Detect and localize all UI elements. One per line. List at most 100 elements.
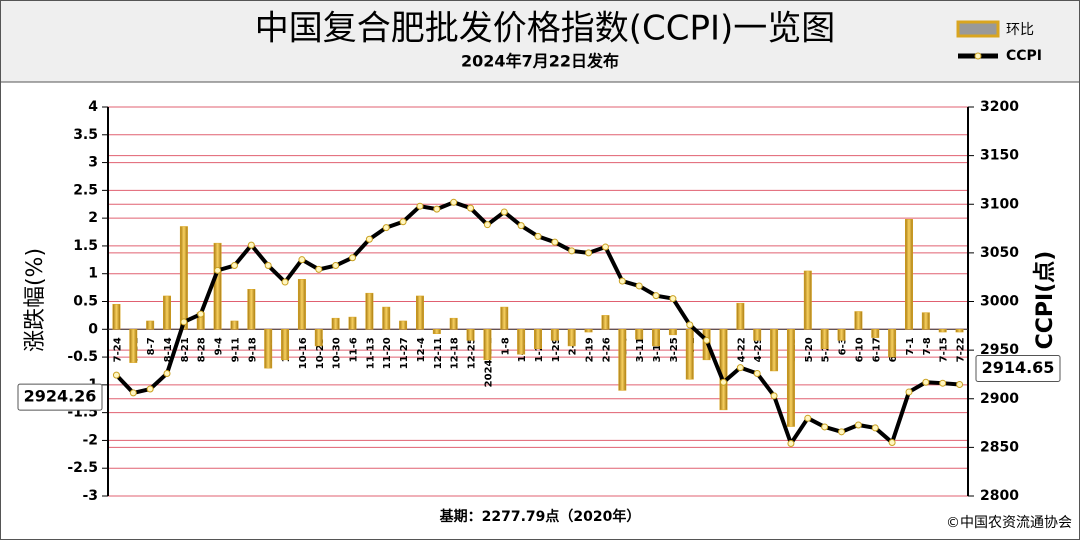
point [618,277,626,285]
bar [365,292,374,330]
bar [635,329,644,340]
point [129,389,137,397]
y2-tick-label: 2900 [980,391,1019,407]
bar [264,329,273,369]
bar [567,329,576,347]
value-label-box [17,383,103,411]
x-tick-label: 10-23 [315,337,326,369]
point [854,421,862,429]
x-tick-label: 5-20 [804,337,815,362]
point [551,238,559,246]
x-tick-label: 7-22 [956,337,967,362]
point [483,221,491,229]
point [264,262,272,270]
legend-swatch [974,52,982,60]
x-tick-label: 9-11 [230,337,241,362]
point [736,364,744,372]
point [939,379,947,387]
bar [955,329,964,333]
point [163,369,171,377]
bar [466,329,475,341]
y-tick-label: 3 [88,155,98,171]
point [568,247,576,255]
x-tick-label: 8-7 [146,337,157,355]
point [635,282,643,290]
point [804,414,812,422]
point [753,369,761,377]
point [888,439,896,447]
y-tick-label: 0.5 [73,294,98,310]
point [281,278,289,286]
y-tick-label: -2.5 [67,460,98,476]
x-tick-label: 7-15 [939,337,950,362]
x-tick-label: 8-14 [163,337,174,362]
point [652,292,660,300]
chart-title: 中国复合肥批发价格指数(CCPI)一览图 [255,9,836,49]
bar [146,320,155,330]
point [382,224,390,232]
point [180,318,188,326]
x-tick-label: 11-13 [365,337,376,369]
legend-label: CCPI [1006,48,1042,64]
source: ©中国农资流通协会 [946,515,1072,531]
value-label-text: 2914.65 [982,358,1055,377]
bar [331,317,340,330]
x-tick-label: 6-17 [871,337,882,362]
point [349,254,357,262]
bar [399,320,408,330]
value-label-text: 2924.26 [24,387,97,406]
bar [179,226,188,330]
bar [854,311,863,330]
x-tick-label: 4-29 [753,337,764,362]
bar [129,329,138,363]
x-tick-label: 7-24 [112,337,123,362]
bar [888,329,897,358]
point [315,265,323,273]
bar [163,295,171,330]
bar [483,329,492,361]
point [450,198,458,206]
x-tick-label: 12-18 [450,337,461,369]
y-tick-label: 2.5 [73,182,98,198]
bar [753,329,762,341]
bar [736,302,745,330]
y2-tick-label: 2800 [980,488,1019,504]
y-tick-label: -3 [82,488,98,504]
x-tick-label: 2-5 [568,337,579,355]
y-label: 涨跌幅(%) [23,248,48,352]
point [669,295,677,303]
y2-tick-label: 3050 [980,245,1019,261]
bar [432,329,441,334]
value-label: 2924.26 [17,383,103,411]
y2-tick-label: 3200 [980,99,1019,115]
bar [550,329,559,341]
point [686,321,694,329]
bar [837,329,846,341]
x-tick-label: 2-26 [601,337,612,362]
x-tick-label: 3-25 [669,337,680,362]
point [214,266,222,274]
bar [534,329,542,349]
point [770,392,778,400]
bar [652,329,660,347]
x-tick-label: 5-27 [821,337,832,362]
y-tick-label: -2 [82,432,98,448]
point [112,371,120,379]
footnote: 基期：2277.79点（2020年） [440,508,641,525]
y-tick-label: -0.5 [67,349,98,365]
bar [719,329,728,411]
bar [786,329,795,427]
legend-swatch [956,20,1000,38]
x-tick-label: 2-19 [585,337,596,362]
point [433,205,441,213]
point [146,385,154,393]
point [399,218,407,226]
y2-tick-label: 3000 [980,294,1019,310]
bar [281,329,290,361]
x-tick-label: 6-10 [854,337,865,362]
header [1,1,1079,82]
point [365,235,373,243]
point [247,241,255,249]
bar [297,279,306,330]
subtitle: 2024年7月22日发布 [461,52,619,71]
